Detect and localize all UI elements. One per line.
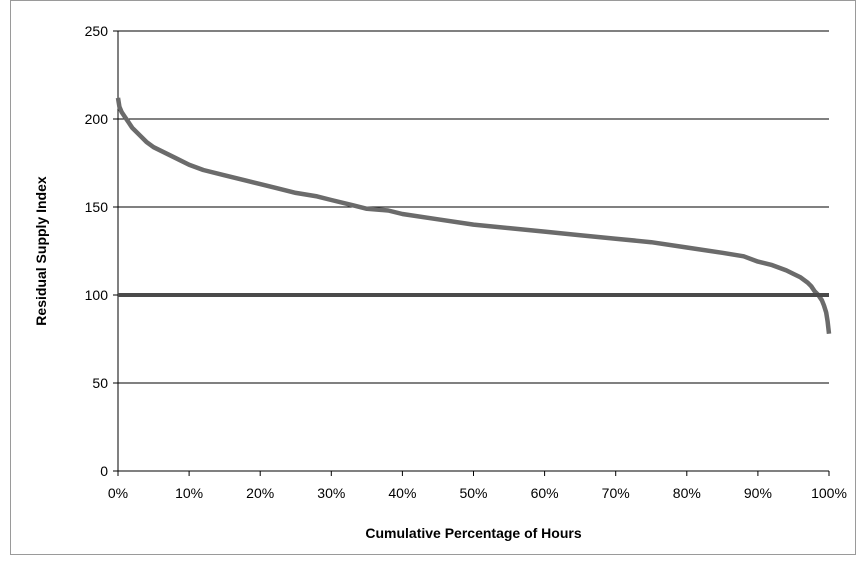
x-tick-label: 50%	[459, 485, 487, 501]
x-tick-label: 0%	[108, 485, 128, 501]
x-tick-label: 40%	[388, 485, 416, 501]
x-tick-label: 20%	[246, 485, 274, 501]
y-tick-label: 0	[100, 463, 108, 479]
y-tick-label: 100	[85, 287, 109, 303]
rsi-duration-curve	[115, 97, 832, 334]
y-tick-label: 200	[85, 111, 109, 127]
x-tick-label: 100%	[811, 485, 847, 501]
x-tick-label: 10%	[175, 485, 203, 501]
y-tick-label: 250	[85, 23, 109, 39]
x-tick-label: 80%	[673, 485, 701, 501]
gridlines	[118, 30, 829, 384]
series-layer	[115, 97, 832, 334]
x-axis-title: Cumulative Percentage of Hours	[365, 525, 581, 541]
y-tick-label: 150	[85, 199, 109, 215]
x-tick-label: 60%	[531, 485, 559, 501]
x-tick-label: 70%	[602, 485, 630, 501]
chart-frame	[10, 0, 856, 555]
x-tick-label: 30%	[317, 485, 345, 501]
y-tick-label: 50	[92, 375, 108, 391]
tick-labels: 0 50 100 150 200 250 0% 10% 20% 30% 40% 50% 60% 70% 80…	[85, 23, 847, 501]
x-tick-label: 90%	[744, 485, 772, 501]
y-axis-title: Residual Supply Index	[33, 176, 49, 326]
